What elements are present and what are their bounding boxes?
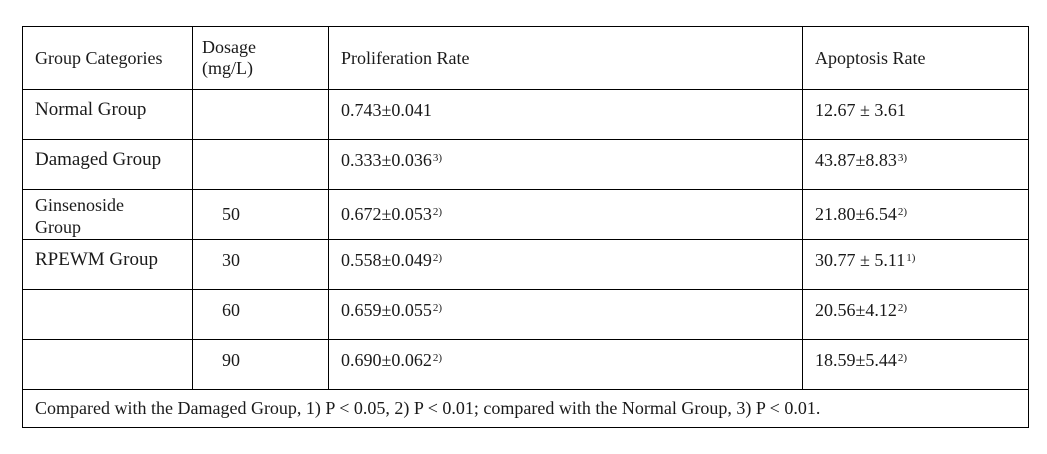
apoptosis-value: 21.80±6.54 — [815, 204, 897, 224]
cell-group: Damaged Group — [22, 139, 193, 190]
apoptosis-value: 12.67 ± 3.61 — [815, 100, 906, 120]
table-row: 90 0.690±0.0622) 18.59±5.442) — [22, 339, 1029, 390]
apoptosis-footnote-mark: 2) — [897, 302, 908, 314]
cell-apoptosis: 18.59±5.442) — [802, 339, 1029, 390]
cell-group: RPEWM Group — [22, 239, 193, 290]
header-group-categories: Group Categories — [22, 26, 193, 90]
table-row: Normal Group 0.743±0.041 12.67 ± 3.61 — [22, 89, 1029, 140]
footnote-row: Compared with the Damaged Group, 1) P < … — [22, 389, 1029, 428]
proliferation-footnote-mark: 2) — [432, 352, 443, 364]
cell-apoptosis: 21.80±6.542) — [802, 189, 1029, 240]
proliferation-value: 0.333±0.036 — [341, 150, 432, 170]
apoptosis-footnote-mark: 1) — [906, 252, 916, 264]
table-footnote: Compared with the Damaged Group, 1) P < … — [22, 389, 1029, 428]
cell-group-line1: Ginsenoside — [35, 195, 124, 215]
cell-apoptosis: 43.87±8.833) — [802, 139, 1029, 190]
header-dosage-line2: (mg/L) — [202, 58, 253, 78]
proliferation-value: 0.558±0.049 — [341, 250, 432, 270]
apoptosis-value: 30.77 ± 5.11 — [815, 250, 906, 270]
table-row: Damaged Group 0.333±0.0363) 43.87±8.833) — [22, 139, 1029, 190]
cell-dosage: 50 — [192, 189, 329, 240]
cell-dosage: 60 — [192, 289, 329, 340]
results-table: Group Categories Dosage (mg/L) Prolifera… — [22, 26, 1029, 428]
cell-dosage: 90 — [192, 339, 329, 390]
header-dosage: Dosage (mg/L) — [192, 26, 329, 90]
cell-group — [22, 289, 193, 340]
cell-group-line2: Group — [35, 217, 81, 237]
apoptosis-footnote-mark: 2) — [897, 352, 908, 364]
table-row: Ginsenoside Group 50 0.672±0.0532) 21.80… — [22, 189, 1029, 240]
cell-apoptosis: 12.67 ± 3.61 — [802, 89, 1029, 140]
cell-proliferation: 0.558±0.0492) — [328, 239, 803, 290]
cell-proliferation: 0.743±0.041 — [328, 89, 803, 140]
proliferation-footnote-mark: 2) — [432, 206, 443, 218]
header-row: Group Categories Dosage (mg/L) Prolifera… — [22, 26, 1029, 90]
proliferation-value: 0.690±0.062 — [341, 350, 432, 370]
cell-group: Normal Group — [22, 89, 193, 140]
proliferation-value: 0.659±0.055 — [341, 300, 432, 320]
cell-dosage — [192, 139, 329, 190]
cell-proliferation: 0.333±0.0363) — [328, 139, 803, 190]
apoptosis-value: 18.59±5.44 — [815, 350, 897, 370]
proliferation-value: 0.743±0.041 — [341, 100, 432, 120]
header-dosage-line1: Dosage — [202, 37, 256, 57]
cell-dosage — [192, 89, 329, 140]
cell-dosage: 30 — [192, 239, 329, 290]
cell-proliferation: 0.690±0.0622) — [328, 339, 803, 390]
table-row: 60 0.659±0.0552) 20.56±4.122) — [22, 289, 1029, 340]
cell-group — [22, 339, 193, 390]
cell-proliferation: 0.659±0.0552) — [328, 289, 803, 340]
proliferation-footnote-mark: 3) — [432, 152, 443, 164]
header-apoptosis-rate: Apoptosis Rate — [802, 26, 1029, 90]
table-row: RPEWM Group 30 0.558±0.0492) 30.77 ± 5.1… — [22, 239, 1029, 290]
apoptosis-footnote-mark: 2) — [897, 206, 908, 218]
proliferation-value: 0.672±0.053 — [341, 204, 432, 224]
cell-proliferation: 0.672±0.0532) — [328, 189, 803, 240]
cell-apoptosis: 30.77 ± 5.111) — [802, 239, 1029, 290]
cell-group: Ginsenoside Group — [22, 189, 193, 240]
apoptosis-value: 20.56±4.12 — [815, 300, 897, 320]
proliferation-footnote-mark: 2) — [432, 252, 443, 264]
cell-apoptosis: 20.56±4.122) — [802, 289, 1029, 340]
apoptosis-footnote-mark: 3) — [897, 152, 908, 164]
proliferation-footnote-mark: 2) — [432, 302, 443, 314]
header-proliferation-rate: Proliferation Rate — [328, 26, 803, 90]
apoptosis-value: 43.87±8.83 — [815, 150, 897, 170]
